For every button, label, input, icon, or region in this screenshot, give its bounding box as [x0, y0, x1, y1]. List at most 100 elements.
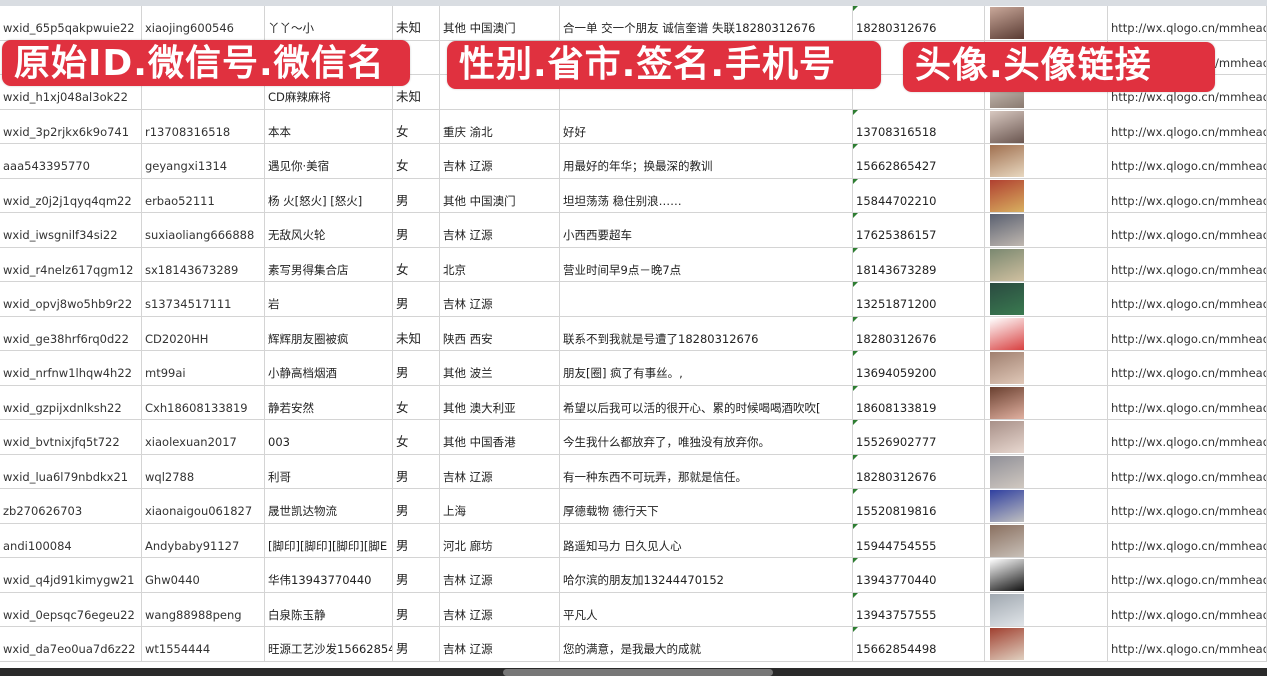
original-id-cell[interactable]: wxid_nrfnw1lhqw4h22 — [0, 351, 142, 385]
region-cell[interactable]: 北京 — [440, 247, 560, 281]
phone-cell[interactable]: 15944754555 — [853, 523, 985, 557]
phone-cell[interactable]: 15520819816 — [853, 489, 985, 523]
avatar-cell[interactable] — [985, 144, 1108, 178]
wechat-id-cell[interactable]: Ghw0440 — [142, 558, 265, 592]
phone-cell[interactable]: 15662865427 — [853, 144, 985, 178]
region-cell[interactable]: 其他 中国澳门 — [440, 178, 560, 212]
signature-cell[interactable]: 营业时间早9点－晚7点 — [560, 247, 853, 281]
gender-cell[interactable]: 男 — [393, 523, 440, 557]
phone-cell[interactable]: 15844702210 — [853, 178, 985, 212]
avatar-cell[interactable] — [985, 213, 1108, 247]
avatar-cell[interactable] — [985, 247, 1108, 281]
wechat-name-cell[interactable]: 静若安然 — [265, 385, 393, 419]
avatar-cell[interactable] — [985, 454, 1108, 488]
gender-cell[interactable]: 女 — [393, 385, 440, 419]
avatar-url-cell[interactable]: http://wx.qlogo.cn/mmhead — [1108, 213, 1267, 247]
original-id-cell[interactable]: wxid_bvtnixjfq5t722 — [0, 420, 142, 454]
wechat-name-cell[interactable]: [脚印][脚印][脚印][脚E — [265, 523, 393, 557]
wechat-id-cell[interactable]: r13708316518 — [142, 109, 265, 143]
original-id-cell[interactable]: andi100084 — [0, 523, 142, 557]
region-cell[interactable]: 河北 廊坊 — [440, 523, 560, 557]
gender-cell[interactable]: 女 — [393, 109, 440, 143]
avatar-cell[interactable] — [985, 109, 1108, 143]
avatar-url-cell[interactable]: http://wx.qlogo.cn/mmhead — [1108, 144, 1267, 178]
avatar-cell[interactable] — [985, 282, 1108, 316]
signature-cell[interactable]: 联系不到我就是号遭了18280312676 — [560, 316, 853, 350]
signature-cell[interactable]: 合一单 交一个朋友 诚信奎谱 失联18280312676 — [560, 6, 853, 40]
original-id-cell[interactable]: wxid_ge38hrf6rq0d22 — [0, 316, 142, 350]
original-id-cell[interactable]: wxid_0epsqc76egeu22 — [0, 592, 142, 626]
phone-cell[interactable]: 13251871200 — [853, 282, 985, 316]
wechat-id-cell[interactable]: geyangxi1314 — [142, 144, 265, 178]
gender-cell[interactable]: 男 — [393, 454, 440, 488]
signature-cell[interactable]: 您的满意，是我最大的成就 — [560, 627, 853, 661]
signature-cell[interactable]: 路遥知马力 日久见人心 — [560, 523, 853, 557]
region-cell[interactable]: 其他 波兰 — [440, 351, 560, 385]
avatar-url-cell[interactable]: http://wx.qlogo.cn/mmhead — [1108, 247, 1267, 281]
gender-cell[interactable]: 未知 — [393, 6, 440, 40]
phone-cell[interactable]: 18280312676 — [853, 454, 985, 488]
phone-cell[interactable]: 13943757555 — [853, 592, 985, 626]
original-id-cell[interactable]: wxid_opvj8wo5hb9r22 — [0, 282, 142, 316]
avatar-url-cell[interactable]: http://wx.qlogo.cn/mmhead — [1108, 592, 1267, 626]
avatar-cell[interactable] — [985, 316, 1108, 350]
region-cell[interactable]: 吉林 辽源 — [440, 592, 560, 626]
wechat-id-cell[interactable]: Cxh18608133819 — [142, 385, 265, 419]
wechat-name-cell[interactable]: 旺源工艺沙发15662854 — [265, 627, 393, 661]
gender-cell[interactable]: 男 — [393, 558, 440, 592]
gender-cell[interactable]: 男 — [393, 627, 440, 661]
region-cell[interactable]: 吉林 辽源 — [440, 282, 560, 316]
wechat-id-cell[interactable]: s13734517111 — [142, 282, 265, 316]
wechat-id-cell[interactable]: erbao52111 — [142, 178, 265, 212]
signature-cell[interactable]: 哈尔滨的朋友加13244470152 — [560, 558, 853, 592]
signature-cell[interactable]: 用最好的年华；换最深的教训 — [560, 144, 853, 178]
avatar-url-cell[interactable]: http://wx.qlogo.cn/mmhead — [1108, 489, 1267, 523]
original-id-cell[interactable]: wxid_da7eo0ua7d6z22 — [0, 627, 142, 661]
original-id-cell[interactable]: wxid_r4nelz617qgm12 — [0, 247, 142, 281]
avatar-cell[interactable] — [985, 558, 1108, 592]
signature-cell[interactable]: 厚德载物 德行天下 — [560, 489, 853, 523]
gender-cell[interactable]: 未知 — [393, 316, 440, 350]
original-id-cell[interactable]: wxid_65p5qakpwuie22 — [0, 6, 142, 40]
region-cell[interactable]: 上海 — [440, 489, 560, 523]
avatar-url-cell[interactable]: http://wx.qlogo.cn/mmhead — [1108, 523, 1267, 557]
signature-cell[interactable]: 有一种东西不可玩弄，那就是信任。 — [560, 454, 853, 488]
avatar-url-cell[interactable]: http://wx.qlogo.cn/mmhead — [1108, 558, 1267, 592]
signature-cell[interactable]: 平凡人 — [560, 592, 853, 626]
avatar-cell[interactable] — [985, 420, 1108, 454]
original-id-cell[interactable]: wxid_iwsgnilf34si22 — [0, 213, 142, 247]
original-id-cell[interactable]: aaa543395770 — [0, 144, 142, 178]
avatar-cell[interactable] — [985, 592, 1108, 626]
wechat-name-cell[interactable]: 辉辉朋友圈被疯 — [265, 316, 393, 350]
wechat-name-cell[interactable]: 素写男得集合店 — [265, 247, 393, 281]
gender-cell[interactable]: 男 — [393, 213, 440, 247]
signature-cell[interactable]: 希望以后我可以活的很开心、累的时候喝喝酒吹吹[ — [560, 385, 853, 419]
wechat-id-cell[interactable]: mt99ai — [142, 351, 265, 385]
region-cell[interactable]: 其他 中国澳门 — [440, 6, 560, 40]
signature-cell[interactable]: 坦坦荡荡 稳住别浪…… — [560, 178, 853, 212]
wechat-name-cell[interactable]: 岩 — [265, 282, 393, 316]
avatar-cell[interactable] — [985, 489, 1108, 523]
phone-cell[interactable]: 18280312676 — [853, 316, 985, 350]
avatar-cell[interactable] — [985, 6, 1108, 40]
avatar-cell[interactable] — [985, 385, 1108, 419]
phone-cell[interactable]: 13694059200 — [853, 351, 985, 385]
gender-cell[interactable]: 女 — [393, 144, 440, 178]
wechat-name-cell[interactable]: 晟世凯达物流 — [265, 489, 393, 523]
gender-cell[interactable]: 男 — [393, 489, 440, 523]
wechat-name-cell[interactable]: 003 — [265, 420, 393, 454]
wechat-name-cell[interactable]: 利哥 — [265, 454, 393, 488]
phone-cell[interactable]: 13943770440 — [853, 558, 985, 592]
wechat-name-cell[interactable]: 华伟13943770440 — [265, 558, 393, 592]
avatar-cell[interactable] — [985, 523, 1108, 557]
wechat-name-cell[interactable]: 本本 — [265, 109, 393, 143]
region-cell[interactable]: 其他 澳大利亚 — [440, 385, 560, 419]
phone-cell[interactable]: 17625386157 — [853, 213, 985, 247]
phone-cell[interactable]: 18608133819 — [853, 385, 985, 419]
phone-cell[interactable]: 15526902777 — [853, 420, 985, 454]
avatar-url-cell[interactable]: http://wx.qlogo.cn/mmhead — [1108, 385, 1267, 419]
avatar-url-cell[interactable]: http://wx.qlogo.cn/mmhead — [1108, 282, 1267, 316]
wechat-name-cell[interactable]: 遇见你·美宿 — [265, 144, 393, 178]
original-id-cell[interactable]: wxid_h1xj048al3ok22 — [0, 75, 142, 109]
gender-cell[interactable]: 男 — [393, 282, 440, 316]
